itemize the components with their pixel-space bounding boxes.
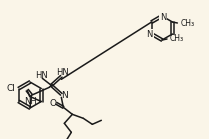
Text: NH: NH: [24, 97, 37, 106]
Text: N: N: [147, 29, 153, 39]
Text: CH₃: CH₃: [170, 33, 184, 43]
Text: N: N: [160, 13, 166, 22]
Text: O: O: [50, 99, 57, 108]
Text: CH₃: CH₃: [180, 18, 195, 28]
Text: N: N: [61, 91, 68, 100]
Text: Cl: Cl: [6, 84, 15, 93]
Text: HN: HN: [56, 68, 69, 77]
Text: HN: HN: [35, 71, 48, 80]
